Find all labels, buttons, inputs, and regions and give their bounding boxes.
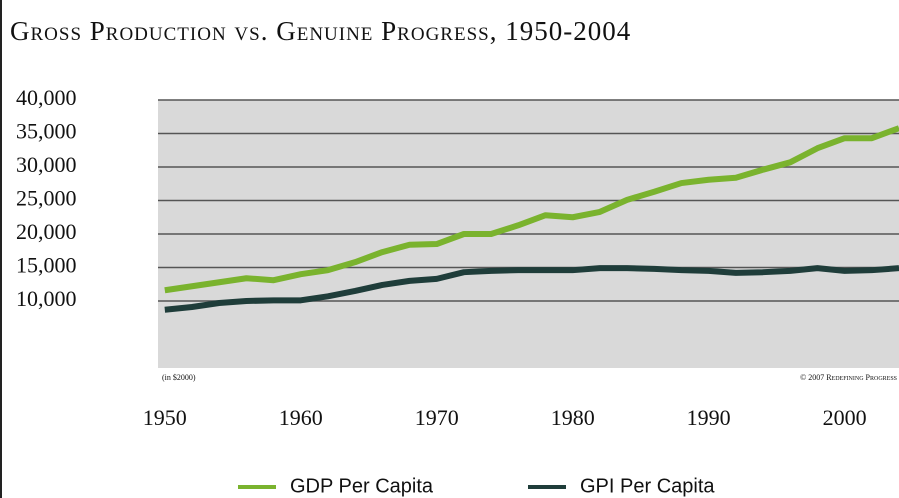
y-tick-label: 30,000 xyxy=(16,152,77,177)
x-tick-label: 1990 xyxy=(687,405,731,430)
data-line xyxy=(164,125,899,294)
y-tick-label: 20,000 xyxy=(16,219,77,244)
y-tick-label: 35,000 xyxy=(16,119,77,144)
data-line xyxy=(164,265,899,313)
y-tick-label: 15,000 xyxy=(16,253,77,278)
x-tick-label: 1980 xyxy=(551,405,595,430)
y-tick-label: 40,000 xyxy=(16,85,77,110)
annotation: © 2007 Redefining Progress xyxy=(800,373,897,382)
y-tick-label: 25,000 xyxy=(16,186,77,211)
x-tick-label: 1950 xyxy=(143,405,187,430)
x-tick-label: 1960 xyxy=(279,405,323,430)
x-tick-label: 1970 xyxy=(415,405,459,430)
annotation: (in $2000) xyxy=(162,373,196,382)
legend-label: GPI Per Capita xyxy=(580,475,715,497)
y-tick-label: 10,000 xyxy=(16,286,77,311)
x-tick-label: 2000 xyxy=(823,405,867,430)
legend-label: GDP Per Capita xyxy=(290,475,434,497)
chart-title: Gross Production vs. Genuine Progress, 1… xyxy=(10,16,631,46)
